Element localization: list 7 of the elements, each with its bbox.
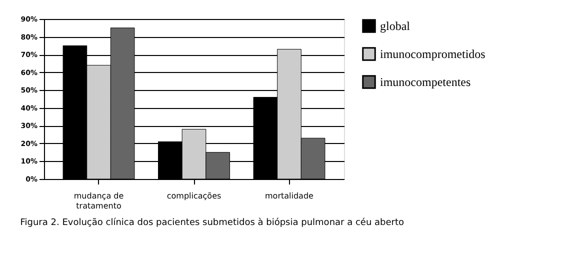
x-tick-label: complicações [166,192,222,200]
legend-label: imunocomprometidos [380,47,486,61]
x-tick-label: mortalidade [265,192,314,200]
x-tick-label: mudança de tratamento [74,192,124,210]
text: Figura 2. Evolução clínica dos pacientes submetidos à biópsia pulmonar a céu aberto [20,217,405,228]
legend-label: global [380,19,411,33]
legend-label: imunocompetentes [380,75,471,89]
